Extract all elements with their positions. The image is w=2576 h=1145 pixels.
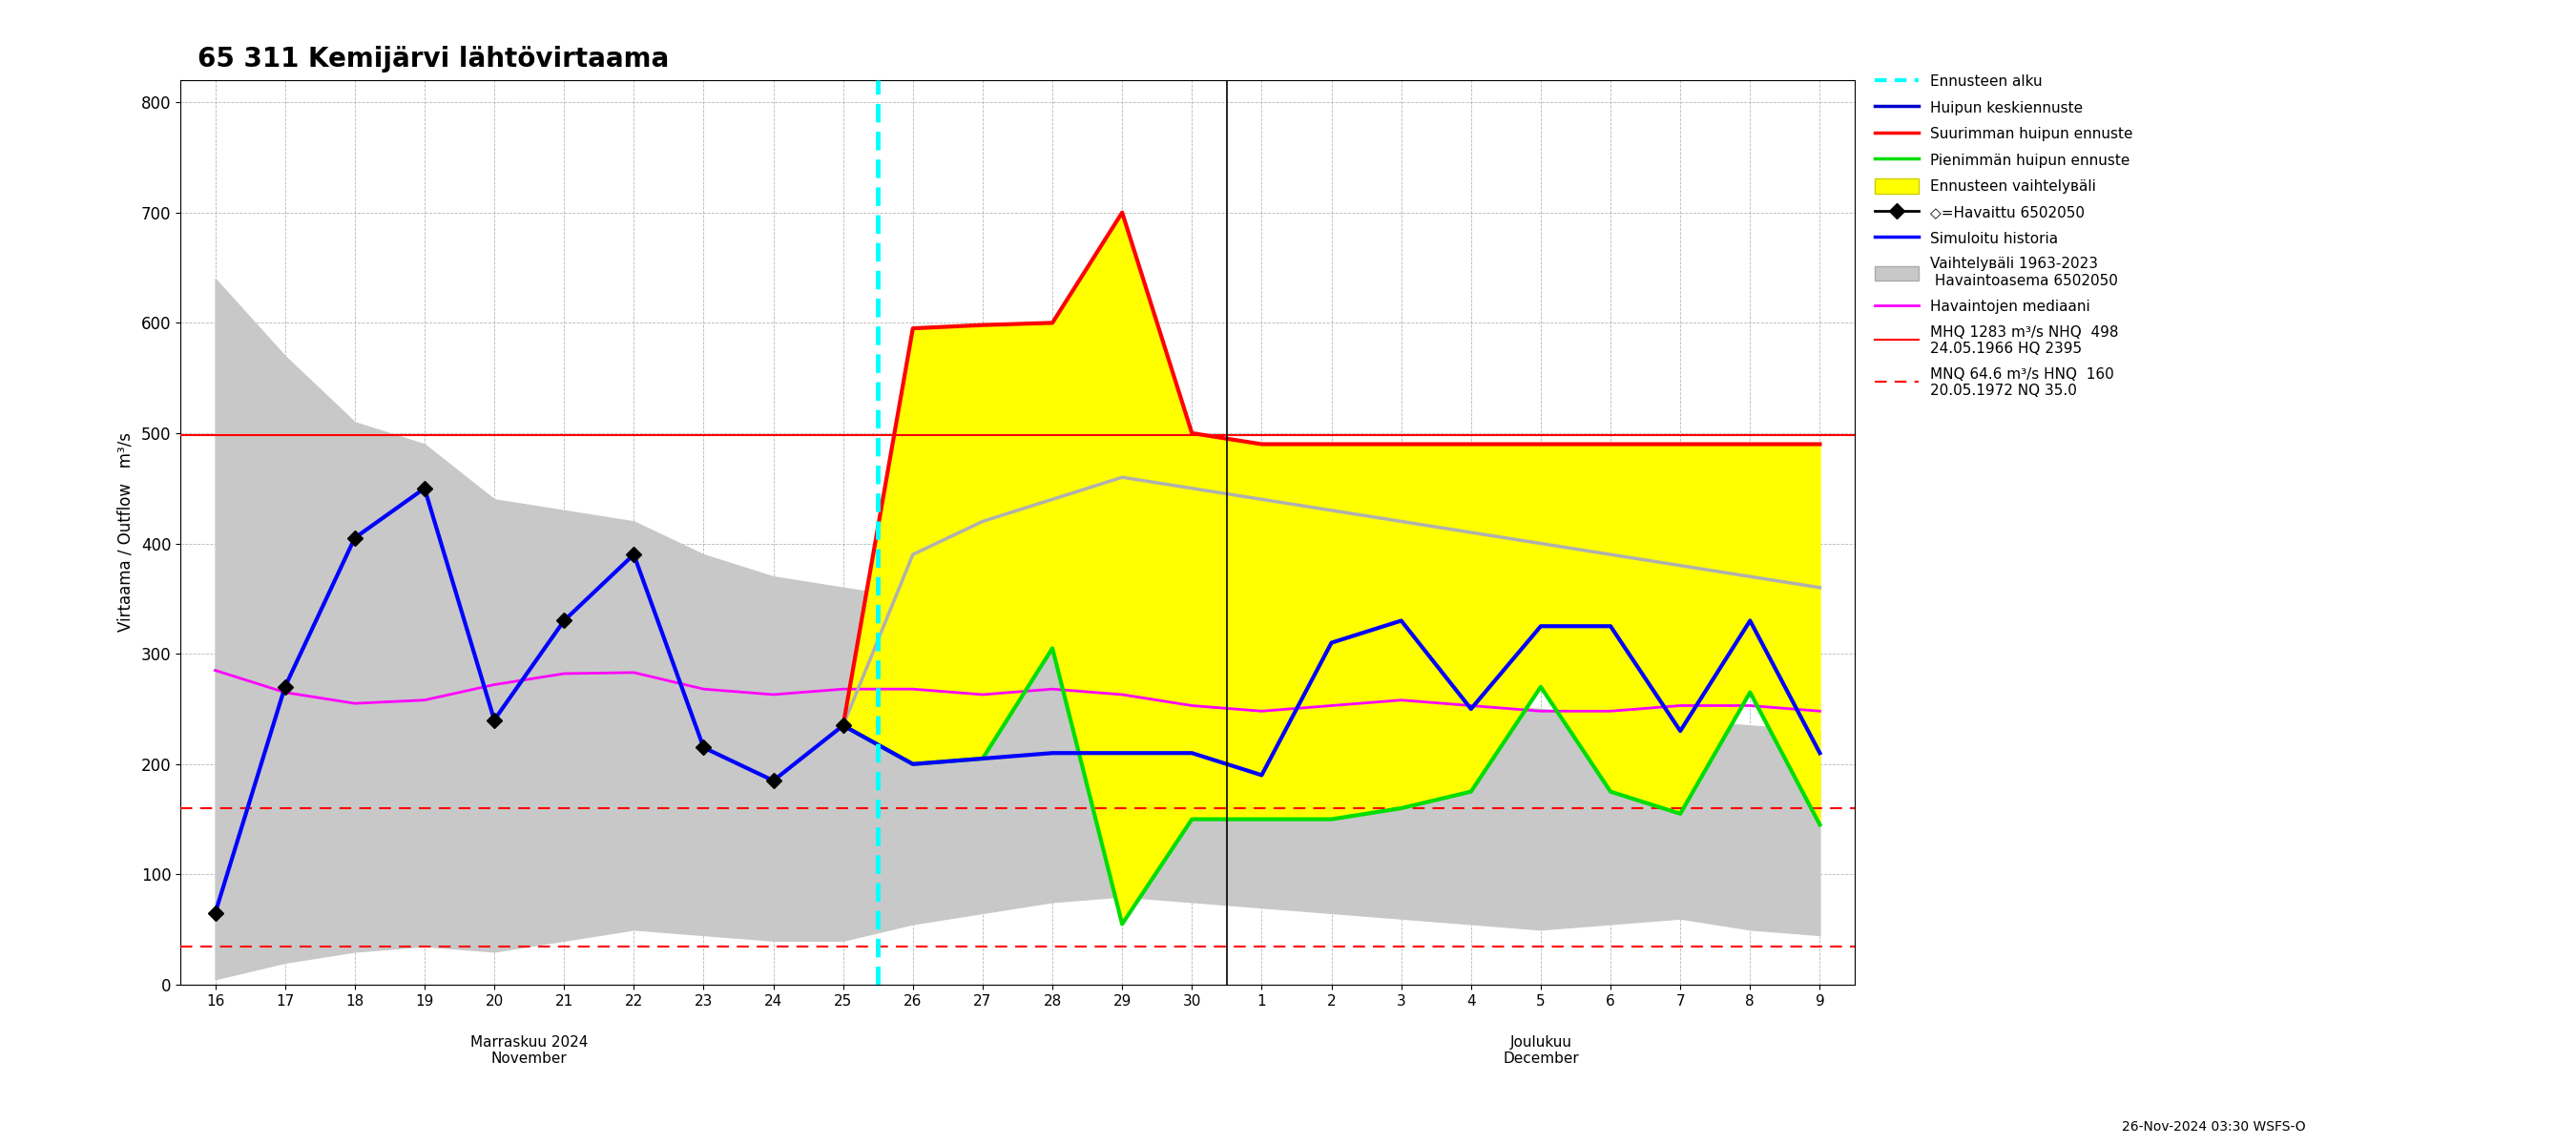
Text: Marraskuu 2024
November: Marraskuu 2024 November [471,1035,587,1066]
Text: Joulukuu
December: Joulukuu December [1502,1035,1579,1066]
Text: 26-Nov-2024 03:30 WSFS-O: 26-Nov-2024 03:30 WSFS-O [2123,1120,2306,1134]
Y-axis label: Virtaama / Outflow   m³/s: Virtaama / Outflow m³/s [116,433,134,632]
Text: 65 311 Kemijärvi lähtövirtaama: 65 311 Kemijärvi lähtövirtaama [198,46,670,72]
Legend: Ennusteen alku, Huipun keskiennuste, Suurimman huipun ennuste, Pienimmän huipun : Ennusteen alku, Huipun keskiennuste, Suu… [1870,70,2138,402]
